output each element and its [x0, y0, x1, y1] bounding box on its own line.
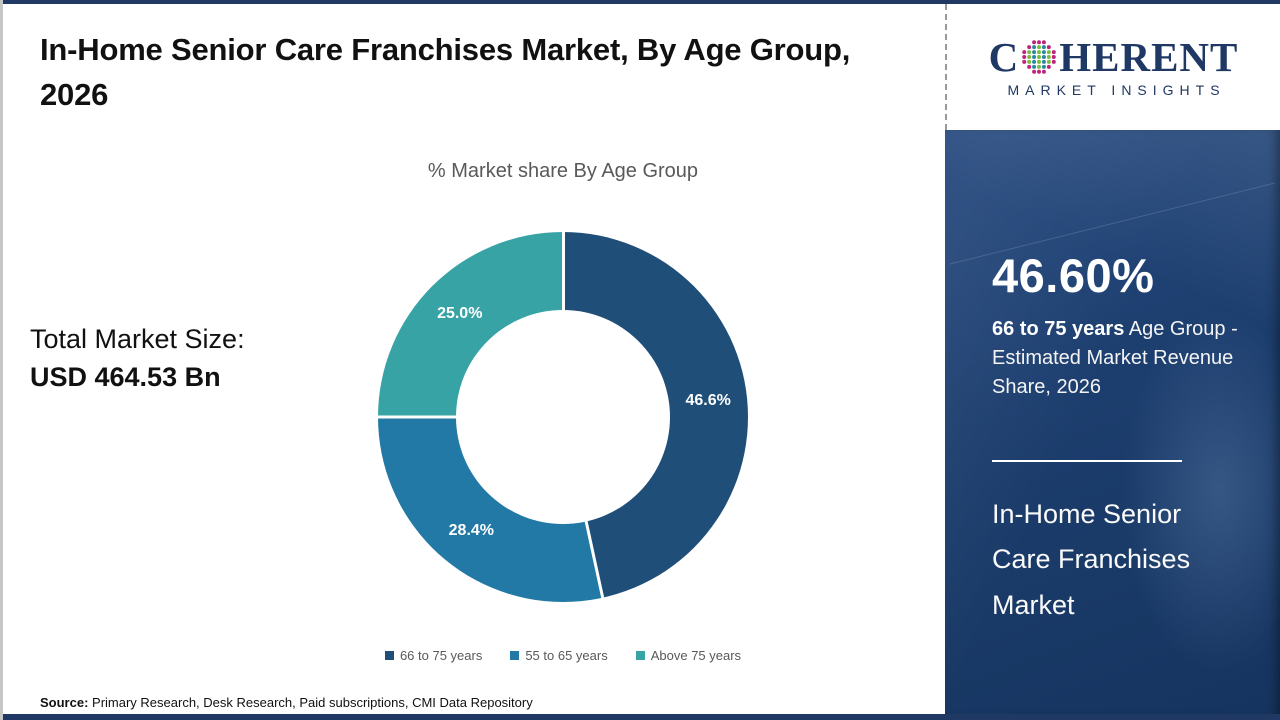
bottom-border	[3, 714, 1280, 720]
globe-dots-icon	[1022, 40, 1056, 74]
legend-item: 55 to 65 years	[510, 648, 608, 663]
stat-value: 46.60%	[992, 249, 1155, 302]
legend-swatch	[510, 651, 520, 660]
legend-label: 55 to 65 years	[525, 648, 608, 663]
source-text: Primary Research, Desk Research, Paid su…	[88, 695, 533, 710]
donut-hole	[456, 310, 670, 524]
main-panel: In-Home Senior Care Franchises Market, B…	[3, 4, 945, 714]
logo-wordmark: C HERENT	[988, 33, 1239, 80]
slice-label: 25.0%	[437, 304, 483, 322]
legend-swatch	[384, 651, 394, 660]
logo-tagline: MARKET INSIGHTS	[1007, 81, 1226, 98]
logo-letter-c: C	[988, 33, 1020, 80]
content-row: In-Home Senior Care Franchises Market, B…	[3, 4, 1280, 714]
chart-title: % Market share By Age Group	[427, 160, 699, 182]
source-note: Source: Primary Research, Desk Research,…	[40, 695, 533, 710]
total-market-size-value: USD 464.53 Bn	[30, 362, 221, 392]
sidebar-panel: 46.60% 66 to 75 years Age Group - Estima…	[945, 130, 1280, 714]
legend-item: Above 75 years	[635, 648, 742, 663]
page-title: In-Home Senior Care Franchises Market, B…	[40, 32, 851, 112]
slice-label: 46.6%	[685, 392, 731, 410]
chart-legend: 66 to 75 years 55 to 65 years Above 75 yea…	[163, 648, 963, 663]
legend-swatch	[635, 651, 645, 660]
total-market-size-label: Total Market Size:	[30, 324, 245, 354]
donut-chart: 46.6% 28.4% 25.0%	[377, 231, 748, 602]
donut-chart-area: 46.6% 28.4% 25.0%	[377, 231, 748, 602]
legend-label: 66 to 75 years	[399, 648, 483, 663]
stat-description-rest: Age Group - Estimated Market Revenue Sha…	[992, 318, 1238, 398]
logo: C HERENT MARKET INSIGHTS	[945, 4, 1280, 130]
top-border	[3, 0, 1280, 4]
slice-label: 28.4%	[448, 521, 495, 539]
legend-label: Above 75 years	[650, 648, 742, 663]
stat-description: 66 to 75 years Age Group - Estimated Mar…	[992, 315, 1244, 402]
source-label: Source:	[40, 695, 89, 710]
total-market-size-block: Total Market Size: USD 464.53 Bn	[30, 324, 245, 393]
divider-line	[992, 460, 1182, 462]
sidebar-market-title: In-Home Senior Care Franchises Market	[992, 499, 1191, 620]
stat-description-bold: 66 to 75 years	[992, 318, 1125, 340]
logo-letters-rest: HERENT	[1059, 33, 1239, 80]
legend-item: 66 to 75 years	[384, 648, 483, 663]
sidebar: C HERENT MARKET INSIGHTS 46.60% 66 to 75…	[945, 4, 1280, 714]
